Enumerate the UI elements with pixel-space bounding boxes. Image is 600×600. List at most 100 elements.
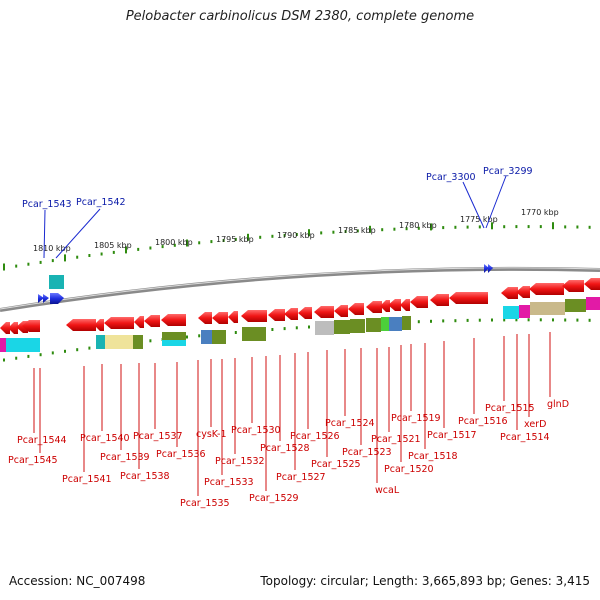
domain-block [0,338,6,352]
gene-label-pcar-1543[interactable]: Pcar_1543 [22,199,72,210]
gene-label-reverse[interactable]: Pcar_1536 [156,449,206,460]
reverse-gene-arrow[interactable] [410,296,428,308]
gene-label-reverse[interactable]: Pcar_1541 [62,474,112,485]
gene-label-reverse[interactable]: Pcar_1514 [500,432,550,443]
reverse-gene-arrow[interactable] [388,299,401,311]
reverse-gene-arrow[interactable] [334,305,348,317]
reverse-gene-arrow[interactable] [66,319,96,331]
forward-gene-arrow[interactable] [484,264,489,273]
reverse-gene-arrow[interactable] [298,307,312,319]
scale-tick-mark [234,237,237,241]
gene-label-reverse[interactable]: Pcar_1523 [342,447,392,458]
accession-label: Accession: NC_007498 [9,574,146,588]
forward-gene-arrow[interactable] [488,264,493,273]
domain-block [519,305,530,318]
reverse-gene-arrow[interactable] [144,315,160,327]
lower-dot [515,318,518,322]
gene-label-reverse[interactable]: Pcar_1544 [17,435,67,446]
gene-label-reverse[interactable]: glnD [547,399,569,410]
gene-label-reverse[interactable]: xerD [524,419,546,430]
scale-tick-mark [466,225,469,229]
reverse-gene-arrow[interactable] [449,292,488,304]
scale-tick-mark [588,225,591,229]
gene-label-reverse[interactable]: Pcar_1526 [290,431,340,442]
reverse-gene-arrow[interactable] [104,317,134,329]
reverse-gene-arrow[interactable] [284,308,298,320]
reverse-gene-arrow[interactable] [380,300,390,312]
scale-tick-mark [186,239,188,247]
lower-dot [271,328,274,331]
reverse-gene-arrow[interactable] [0,322,10,334]
reverse-gene-arrow[interactable] [366,301,382,313]
scale-tick-mark [76,255,79,259]
reverse-gene-arrow[interactable] [94,319,104,331]
scale-tick-mark [308,229,310,237]
gene-label-reverse[interactable]: Pcar_1518 [408,451,458,462]
gene-label-reverse[interactable]: Pcar_1525 [311,459,361,470]
gene-label-reverse[interactable]: Pcar_1532 [215,456,265,467]
reverse-gene-arrow[interactable] [212,312,228,324]
lower-dot [88,346,91,350]
reverse-gene-arrow[interactable] [584,278,600,290]
reverse-gene-arrow[interactable] [268,309,285,321]
scale-tick-mark [405,227,408,231]
reverse-gene-arrow[interactable] [516,286,530,298]
gene-label-reverse[interactable]: cysK-1 [196,429,227,440]
gene-label-pcar-1542[interactable]: Pcar_1542 [76,197,126,208]
gene-label-reverse[interactable]: Pcar_1538 [120,471,170,482]
gene-label-reverse[interactable]: Pcar_1519 [391,413,441,424]
reverse-gene-arrow[interactable] [430,294,449,306]
gene-label-reverse[interactable]: Pcar_1520 [384,464,434,475]
scale-tick-mark [271,234,274,238]
reverse-gene-arrow[interactable] [8,322,18,334]
gene-label-reverse[interactable]: Pcar_1535 [180,498,230,509]
scale-tick-mark [137,247,140,251]
upper-scale-dots [3,222,591,271]
forward-gene-arrow[interactable] [43,294,49,303]
scale-tick-mark [51,259,54,263]
scale-tick-mark [381,228,384,232]
lower-dot [76,348,79,352]
reverse-gene-arrow[interactable] [562,280,584,292]
scale-tick-mark [393,227,396,231]
reverse-gene-arrow[interactable] [22,320,40,332]
reverse-gene-arrow[interactable] [314,306,334,318]
reverse-gene-arrow[interactable] [134,316,144,328]
gene-label-reverse[interactable]: Pcar_1545 [8,455,58,466]
gene-label-reverse[interactable]: Pcar_1528 [260,443,310,454]
gene-label-reverse[interactable]: Pcar_1529 [249,493,299,504]
reverse-gene-arrow[interactable] [161,314,186,326]
lower-dot [198,334,201,338]
gene-label-reverse[interactable]: Pcar_1533 [204,477,254,488]
genome-backbone [0,266,600,312]
gene-label-reverse[interactable]: Pcar_1516 [458,416,508,427]
scale-tick-1785: 1785 kbp [338,226,376,235]
scale-tick-mark [27,262,30,266]
forward-gene-arrow[interactable] [50,293,64,304]
gene-label-reverse[interactable]: Pcar_1537 [133,431,183,442]
gene-label-reverse[interactable]: Pcar_1539 [100,452,150,463]
gene-label-pcar-3300[interactable]: Pcar_3300 [426,172,476,183]
gene-label-reverse[interactable]: Pcar_1515 [485,403,535,414]
scale-tick-mark [369,225,371,233]
domain-block [389,317,402,331]
reverse-gene-arrow[interactable] [228,311,238,323]
scale-tick-mark [515,225,518,229]
gene-label-reverse[interactable]: Pcar_1521 [371,434,421,445]
reverse-gene-arrow[interactable] [400,299,410,311]
gene-label-reverse[interactable]: Pcar_1530 [231,425,281,436]
gene-label-reverse[interactable]: Pcar_1527 [276,472,326,483]
reverse-gene-arrow[interactable] [501,287,518,299]
reverse-gene-arrow[interactable] [241,310,267,322]
forward-gene-arrow[interactable] [38,294,44,303]
scale-tick-mark [15,264,18,268]
reverse-gene-arrow[interactable] [529,283,564,295]
lower-dot [283,327,286,331]
gene-label-reverse[interactable]: Pcar_1540 [80,433,130,444]
gene-label-reverse[interactable]: wcaL [375,485,400,496]
gene-label-reverse[interactable]: Pcar_1517 [427,430,477,441]
reverse-gene-arrow[interactable] [348,303,364,315]
gene-label-reverse[interactable]: Pcar_1524 [325,418,375,429]
gene-label-pcar-3299[interactable]: Pcar_3299 [483,166,533,177]
reverse-gene-arrow[interactable] [198,312,212,324]
